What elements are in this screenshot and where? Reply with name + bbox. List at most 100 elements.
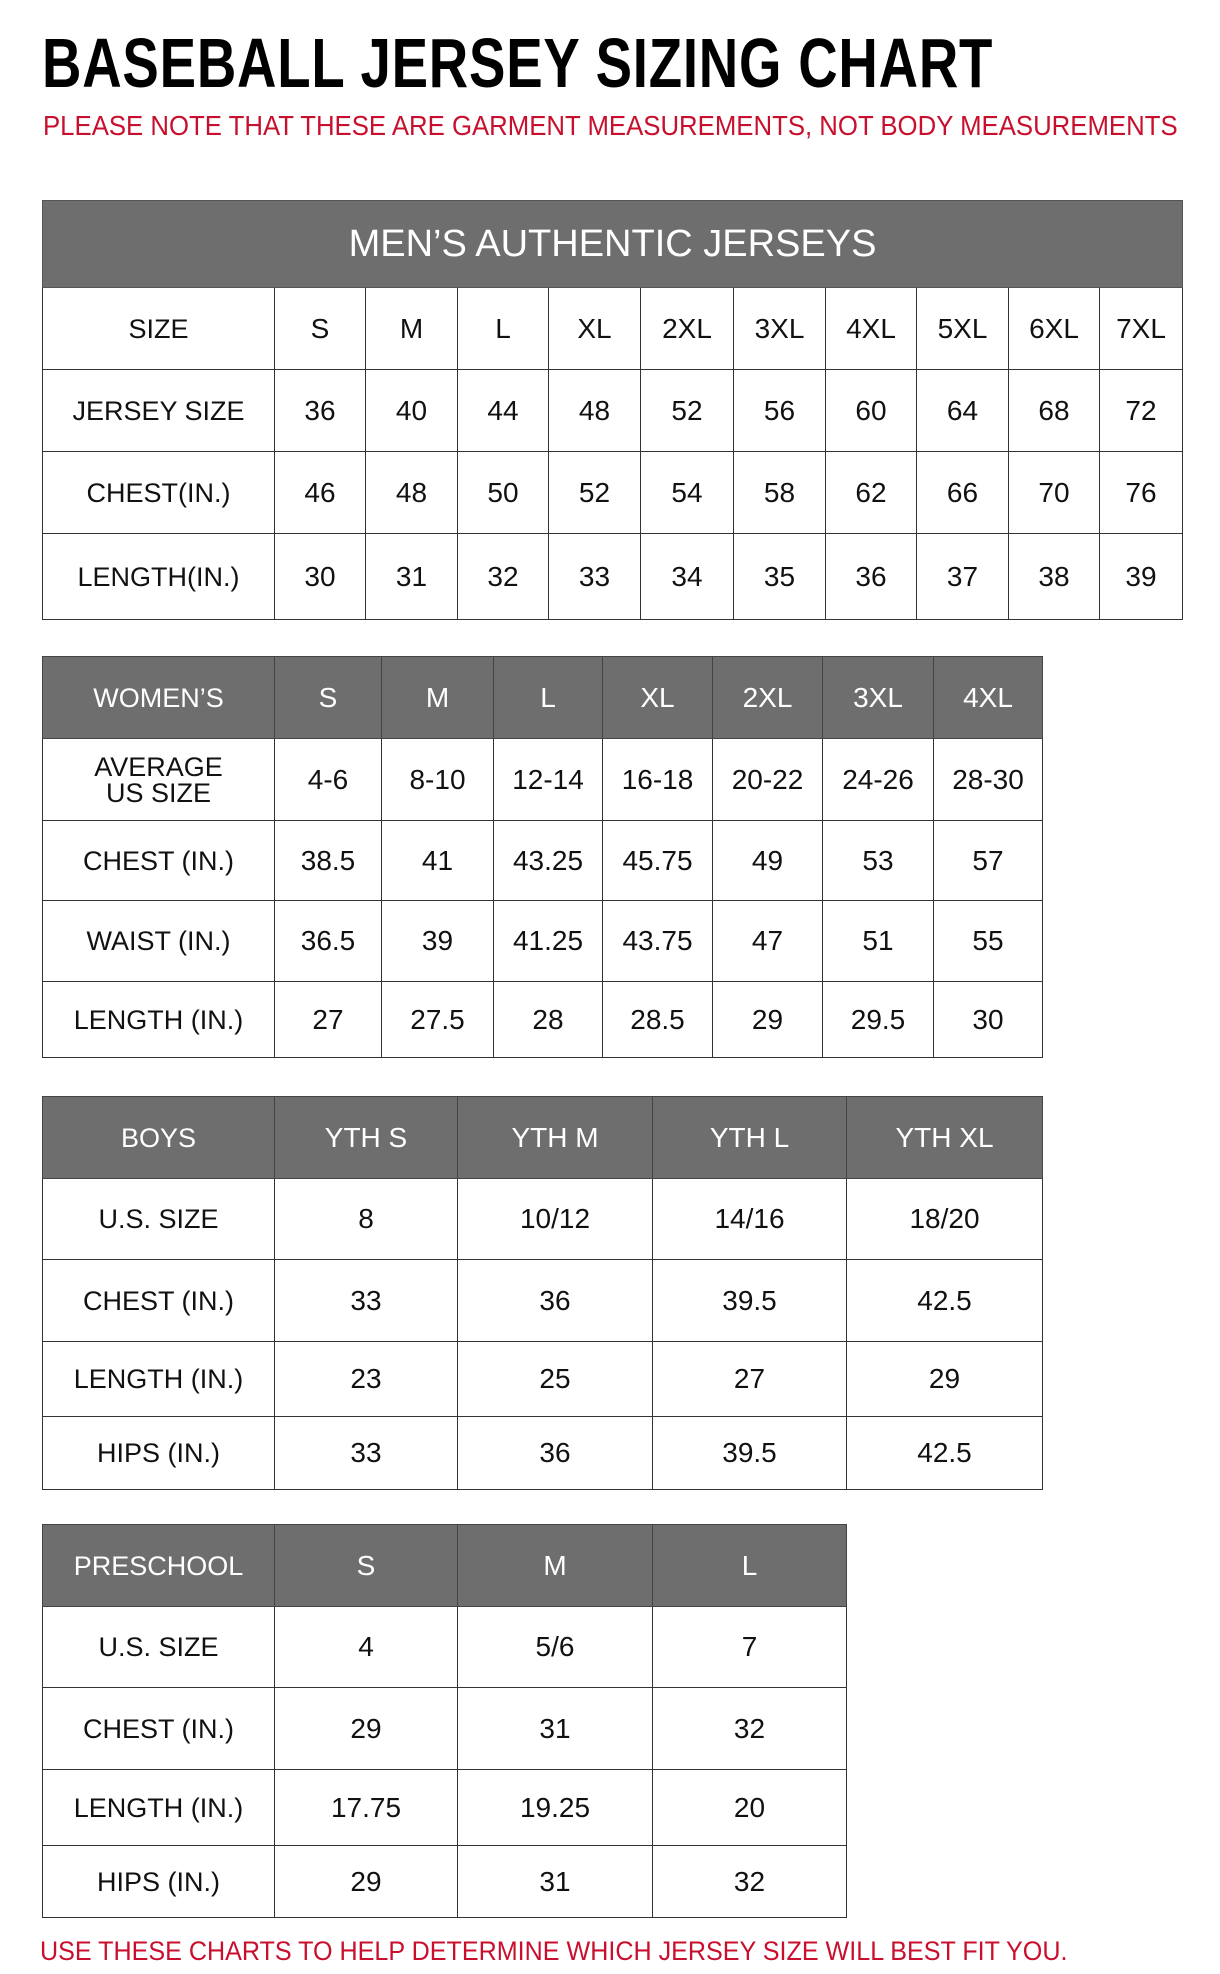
table-cell: 46 [274, 451, 366, 534]
header-row: WOMEN’S S M L XL 2XL 3XL 4XL [42, 656, 1043, 739]
table-cell: 17.75 [274, 1769, 458, 1846]
column-header: M [365, 287, 458, 370]
table-row: U.S. SIZE 4 5/6 7 [42, 1606, 847, 1688]
table-cell: 33 [274, 1259, 458, 1342]
table-cell: 37 [916, 533, 1009, 620]
row-label: CHEST (IN.) [42, 820, 275, 901]
table-cell: 29 [712, 981, 823, 1058]
row-label: U.S. SIZE [42, 1178, 275, 1260]
row-label: LENGTH(IN.) [42, 533, 275, 620]
row-label: WAIST (IN.) [42, 900, 275, 982]
table-cell: 48 [365, 451, 458, 534]
table-cell: 62 [825, 451, 917, 534]
table-cell: 68 [1008, 369, 1100, 452]
table-row: LENGTH (IN.) 17.75 19.25 20 [42, 1769, 847, 1846]
row-label: JERSEY SIZE [42, 369, 275, 452]
table-cell: 29 [846, 1341, 1043, 1417]
table-cell: 41.25 [493, 900, 603, 982]
column-header: S [274, 287, 366, 370]
table-cell: 48 [548, 369, 641, 452]
table-cell: 57 [933, 820, 1043, 901]
table-cell: 19.25 [457, 1769, 653, 1846]
preschool-size-table: PRESCHOOL S M L U.S. SIZE 4 5/6 7 CHEST (IN.) 29 3… [42, 1524, 847, 1918]
column-header: L [493, 656, 603, 739]
table-cell: 36 [457, 1416, 653, 1490]
table-row: CHEST(IN.) 46 48 50 52 54 58 62 66 70 76 [42, 451, 1184, 534]
table-row: JERSEY SIZE 36 40 44 48 52 56 60 64 68 72 [42, 369, 1184, 452]
table-cell: 55 [933, 900, 1043, 982]
table-cell: 47 [712, 900, 823, 982]
table-cell: 31 [365, 533, 458, 620]
table-cell: 31 [457, 1687, 653, 1770]
table-cell: 23 [274, 1341, 458, 1417]
column-header: 4XL [825, 287, 917, 370]
table-cell: 34 [640, 533, 734, 620]
table-cell: 41 [381, 820, 494, 901]
row-label: CHEST(IN.) [42, 451, 275, 534]
table-row: LENGTH(IN.) 30 31 32 33 34 35 36 37 38 39 [42, 533, 1184, 620]
table-cell: 4-6 [274, 738, 382, 821]
table-cell: 8 [274, 1178, 458, 1260]
table-cell: 60 [825, 369, 917, 452]
table-cell: 70 [1008, 451, 1100, 534]
table-row: HIPS (IN.) 33 36 39.5 42.5 [42, 1416, 1043, 1490]
table-cell: 28 [493, 981, 603, 1058]
table-cell: 4 [274, 1606, 458, 1688]
table-cell: 28-30 [933, 738, 1043, 821]
column-header: 6XL [1008, 287, 1100, 370]
table-cell: 12-14 [493, 738, 603, 821]
table-cell: 50 [457, 451, 549, 534]
table-cell: 53 [822, 820, 934, 901]
table-cell: 38 [1008, 533, 1100, 620]
table-cell: 38.5 [274, 820, 382, 901]
column-header: XL [548, 287, 641, 370]
column-header: PRESCHOOL [42, 1524, 275, 1607]
column-header: L [457, 287, 549, 370]
row-label: LENGTH (IN.) [42, 1341, 275, 1417]
table-cell: 5/6 [457, 1606, 653, 1688]
table-cell: 42.5 [846, 1259, 1043, 1342]
column-header: 7XL [1098, 287, 1184, 370]
page-title: BASEBALL JERSEY SIZING CHART [42, 24, 994, 102]
table-cell: 7 [652, 1606, 847, 1688]
column-header: S [274, 1524, 458, 1607]
table-cell: 44 [457, 369, 549, 452]
footer-note: USE THESE CHARTS TO HELP DETERMINE WHICH… [40, 1936, 1068, 1966]
row-label: HIPS (IN.) [42, 1416, 275, 1490]
table-cell: 28.5 [602, 981, 713, 1058]
table-row: HIPS (IN.) 29 31 32 [42, 1845, 847, 1918]
table-cell: 16-18 [602, 738, 713, 821]
header-row: BOYS YTH S YTH M YTH L YTH XL [42, 1096, 1043, 1179]
table-row: LENGTH (IN.) 27 27.5 28 28.5 29 29.5 30 [42, 981, 1043, 1058]
table-cell: 20-22 [712, 738, 823, 821]
table-row: U.S. SIZE 8 10/12 14/16 18/20 [42, 1178, 1043, 1260]
table-row: CHEST (IN.) 38.5 41 43.25 45.75 49 53 57 [42, 820, 1043, 901]
table-row: CHEST (IN.) 33 36 39.5 42.5 [42, 1259, 1043, 1342]
table-cell: 58 [733, 451, 826, 534]
table-cell: 33 [548, 533, 641, 620]
table-cell: 66 [916, 451, 1009, 534]
table-cell: 33 [274, 1416, 458, 1490]
table-cell: 20 [652, 1769, 847, 1846]
table-cell: 24-26 [822, 738, 934, 821]
table-cell: 64 [916, 369, 1009, 452]
table-row: AVERAGE US SIZE 4-6 8-10 12-14 16-18 20-22 24-… [42, 738, 1043, 821]
row-label: LENGTH (IN.) [42, 1769, 275, 1846]
header-row: PRESCHOOL S M L [42, 1524, 847, 1607]
table-cell: 29 [274, 1687, 458, 1770]
table-cell: 52 [640, 369, 734, 452]
column-header: M [381, 656, 494, 739]
table-cell: 72 [1098, 369, 1184, 452]
mens-size-table: MEN’S AUTHENTIC JERSEYS SIZE S M L XL 2XL 3XL 4X… [41, 200, 1184, 620]
column-header: 2XL [640, 287, 734, 370]
column-header: WOMEN’S [42, 656, 275, 739]
table-cell: 27 [274, 981, 382, 1058]
table-cell: 29 [274, 1845, 458, 1918]
table-cell: 35 [733, 533, 826, 620]
column-header: 2XL [712, 656, 823, 739]
table-cell: 39 [381, 900, 494, 982]
row-label: CHEST (IN.) [42, 1259, 275, 1342]
table-cell: 32 [457, 533, 549, 620]
column-header: 4XL [933, 656, 1043, 739]
table-cell: 42.5 [846, 1416, 1043, 1490]
